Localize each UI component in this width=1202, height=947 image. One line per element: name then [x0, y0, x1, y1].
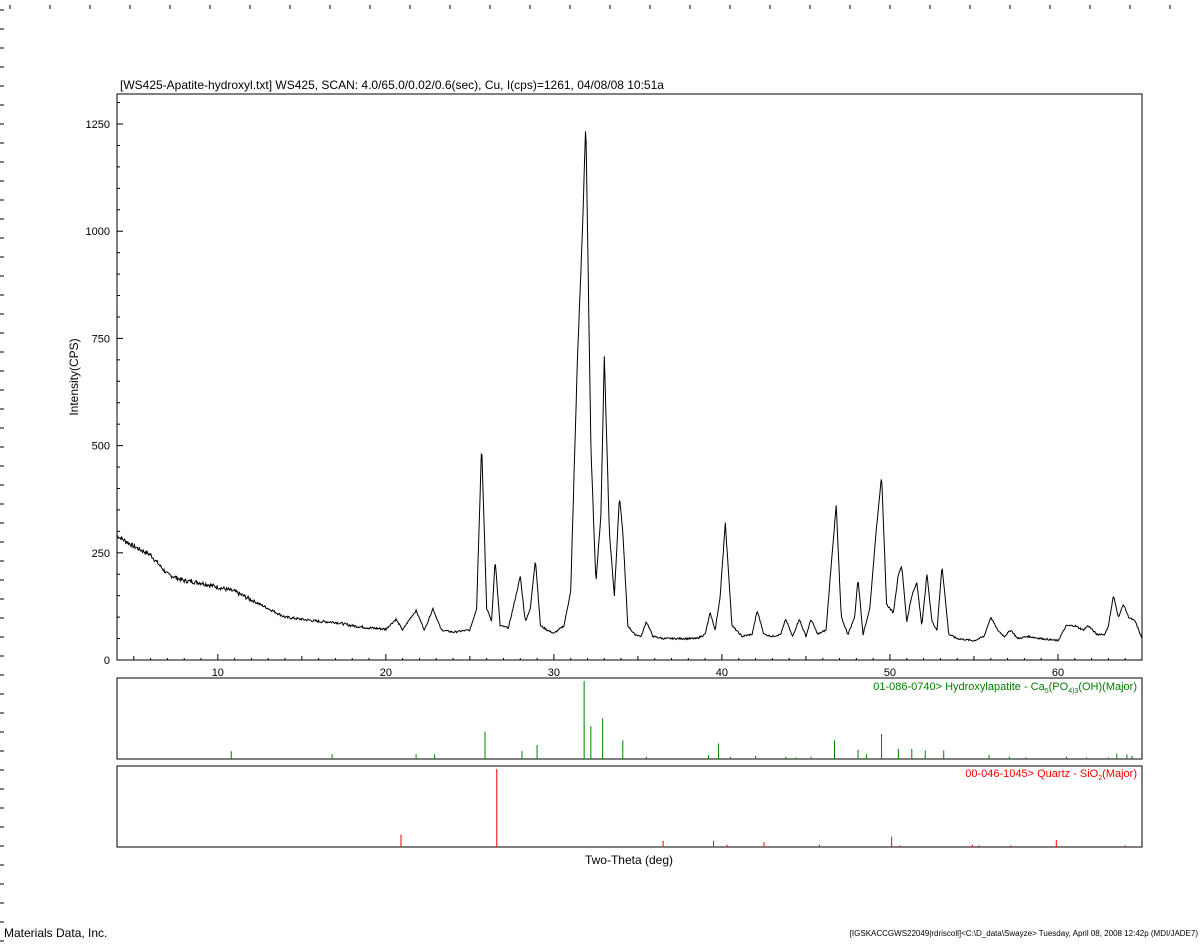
reference-lines-quartz: [400, 769, 1126, 847]
y-tick-label: 250: [92, 548, 110, 560]
y-axis-label: Intensity(CPS): [67, 338, 81, 415]
y-tick-label: 750: [92, 333, 110, 345]
x-tick-label: 10: [212, 667, 224, 679]
chart-title: [WS425-Apatite-hydroxyl.txt] WS425, SCAN…: [120, 78, 664, 92]
main-plot-ticks: 10 20 30 40 50 60 0 250 500 750 1000 1250: [86, 102, 1143, 679]
reference-label-quartz: 00-046-1045> Quartz - SiO2(Major): [965, 768, 1137, 782]
reference-label-hydroxylapatite: 01-086-0740> Hydroxylapatite - Ca5(PO4)3…: [873, 681, 1137, 695]
x-tick-label: 40: [716, 667, 728, 679]
y-tick-label: 500: [92, 441, 110, 453]
top-ruler: [0, 0, 1202, 9]
left-ruler: [0, 0, 8, 942]
reference-panel-quartz: [116, 765, 1143, 848]
main-plot-frame: [116, 93, 1143, 661]
x-tick-label: 50: [884, 667, 896, 679]
y-tick-label: 1000: [86, 226, 110, 238]
diffraction-pattern-line: [116, 131, 1143, 643]
reference-panel-hydroxylapatite: [116, 677, 1143, 760]
main-plot-series: [116, 131, 1143, 643]
x-tick-label: 60: [1052, 667, 1064, 679]
footer-info: [IGSKACCGWS22049|rdriscoll]<C:\D_data\Sw…: [849, 929, 1198, 938]
y-tick-label: 0: [104, 655, 110, 667]
reference-lines-hydroxylapatite: [230, 681, 1133, 759]
x-tick-label: 20: [380, 667, 392, 679]
x-axis-label: Two-Theta (deg): [585, 853, 673, 867]
x-tick-label: 30: [548, 667, 560, 679]
footer-company: Materials Data, Inc.: [4, 926, 108, 940]
y-tick-label: 1250: [86, 119, 110, 131]
